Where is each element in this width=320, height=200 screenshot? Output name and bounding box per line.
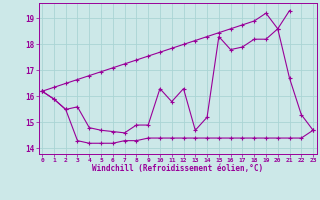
X-axis label: Windchill (Refroidissement éolien,°C): Windchill (Refroidissement éolien,°C): [92, 164, 263, 173]
